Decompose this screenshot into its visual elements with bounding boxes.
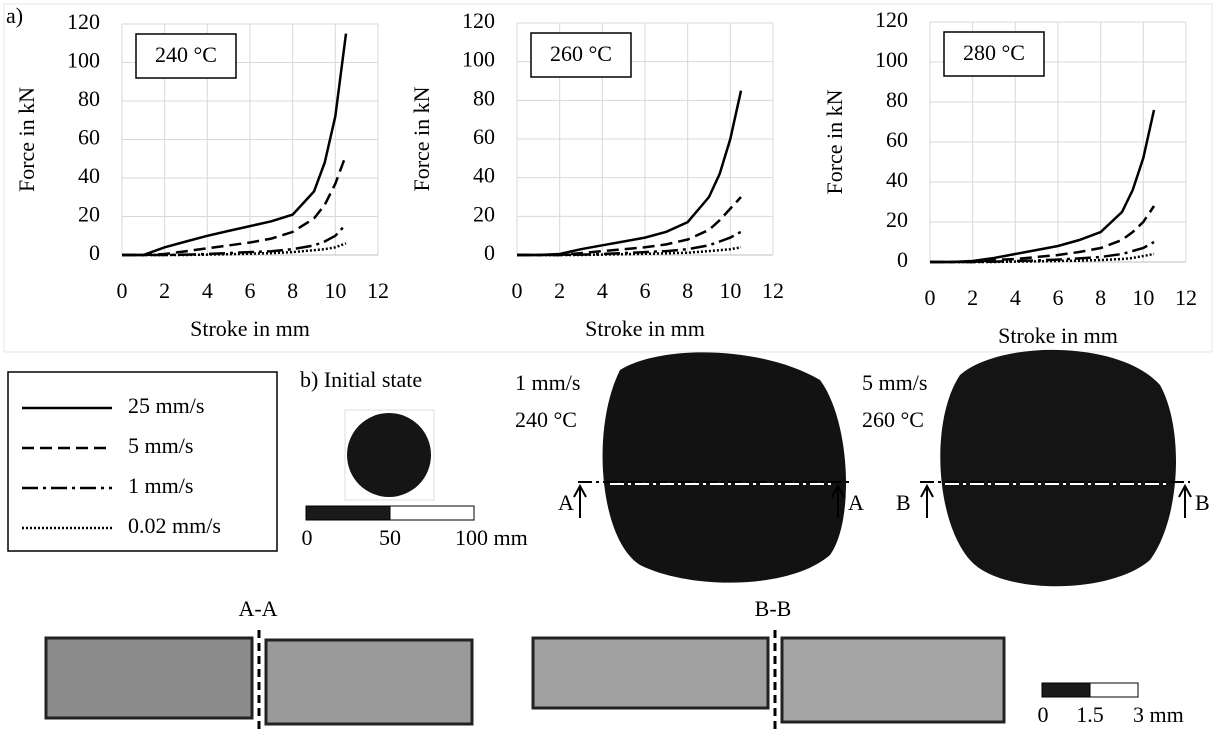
x-tick-label: 8 — [1095, 285, 1106, 310]
y-tick-label: 40 — [886, 167, 908, 192]
section-label: B-B — [755, 596, 792, 621]
x-axis-label: Stroke in mm — [585, 316, 705, 341]
cut-label: A — [558, 490, 574, 515]
cut-label: B — [896, 490, 911, 515]
cross-section — [266, 640, 472, 724]
cross-section — [533, 638, 768, 708]
x-tick-label: 8 — [682, 278, 693, 303]
x-tick-label: 8 — [287, 278, 298, 303]
scale-bar — [306, 506, 390, 520]
x-tick-label: 2 — [554, 278, 565, 303]
x-tick-label: 4 — [597, 278, 608, 303]
x-tick-label: 4 — [1010, 285, 1021, 310]
scale-label: 0 — [302, 525, 313, 550]
scale-label: 1.5 — [1076, 702, 1104, 727]
x-tick-label: 0 — [117, 278, 128, 303]
x-tick-label: 6 — [640, 278, 651, 303]
scale-label: 50 — [379, 525, 401, 550]
scale-bar — [390, 506, 474, 520]
x-axis-label: Stroke in mm — [998, 323, 1118, 348]
y-tick-label: 0 — [89, 240, 100, 265]
x-tick-label: 10 — [1132, 285, 1154, 310]
legend-label: 0.02 mm/s — [128, 513, 221, 538]
x-tick-label: 2 — [159, 278, 170, 303]
section-label: A-A — [238, 596, 277, 621]
y-tick-label: 120 — [462, 8, 495, 33]
y-tick-label: 20 — [78, 202, 100, 227]
x-axis-label: Stroke in mm — [190, 316, 310, 341]
y-tick-label: 100 — [875, 47, 908, 72]
annotation: 280 °C — [963, 40, 1025, 65]
x-tick-label: 6 — [245, 278, 256, 303]
cut-label: A — [848, 490, 864, 515]
sample-temp: 240 °C — [515, 407, 577, 432]
x-tick-label: 0 — [512, 278, 523, 303]
sample-temp: 260 °C — [862, 407, 924, 432]
x-tick-label: 2 — [967, 285, 978, 310]
y-tick-label: 0 — [897, 247, 908, 272]
legend-label: 1 mm/s — [128, 473, 193, 498]
y-tick-label: 100 — [67, 48, 100, 73]
legend-label: 5 mm/s — [128, 433, 193, 458]
y-tick-label: 80 — [473, 85, 495, 110]
pressed-disc — [940, 350, 1176, 586]
scale-label: 0 — [1038, 702, 1049, 727]
legend-label: 25 mm/s — [128, 393, 204, 418]
scale-label: 100 mm — [455, 525, 528, 550]
y-axis-label: Force in kN — [14, 87, 39, 192]
y-tick-label: 80 — [886, 87, 908, 112]
figure: a) 25 mm/s5 mm/s1 mm/s0.02 mm/s b) Initi… — [0, 0, 1215, 733]
x-tick-label: 12 — [367, 278, 389, 303]
y-tick-label: 60 — [78, 125, 100, 150]
pressed-disc — [603, 352, 846, 582]
y-tick-label: 40 — [78, 163, 100, 188]
panel-label: b) Initial state — [300, 367, 422, 392]
y-axis-label: Force in kN — [822, 89, 847, 194]
scale-bar — [1042, 683, 1090, 697]
y-tick-label: 20 — [473, 201, 495, 226]
x-tick-label: 6 — [1053, 285, 1064, 310]
x-tick-label: 10 — [719, 278, 741, 303]
x-tick-label: 12 — [1175, 285, 1197, 310]
y-tick-label: 120 — [67, 9, 100, 34]
y-tick-label: 120 — [875, 7, 908, 32]
cross-section — [46, 638, 252, 718]
panel-label: a) — [6, 3, 23, 28]
y-tick-label: 100 — [462, 47, 495, 72]
y-tick-label: 80 — [78, 86, 100, 111]
x-tick-label: 4 — [202, 278, 213, 303]
x-tick-label: 12 — [762, 278, 784, 303]
y-tick-label: 60 — [473, 124, 495, 149]
annotation: 240 °C — [155, 42, 217, 67]
y-tick-label: 60 — [886, 127, 908, 152]
x-tick-label: 10 — [324, 278, 346, 303]
y-tick-label: 40 — [473, 163, 495, 188]
scale-label: 3 mm — [1133, 702, 1184, 727]
x-tick-label: 0 — [925, 285, 936, 310]
sample-speed: 1 mm/s — [515, 370, 580, 395]
sample-speed: 5 mm/s — [862, 370, 927, 395]
initial-disc — [347, 413, 431, 497]
annotation: 260 °C — [550, 41, 612, 66]
y-tick-label: 0 — [484, 240, 495, 265]
scale-bar — [1090, 683, 1138, 697]
y-tick-label: 20 — [886, 207, 908, 232]
cut-label: B — [1195, 490, 1210, 515]
y-axis-label: Force in kN — [409, 86, 434, 191]
cross-section — [782, 638, 1004, 722]
